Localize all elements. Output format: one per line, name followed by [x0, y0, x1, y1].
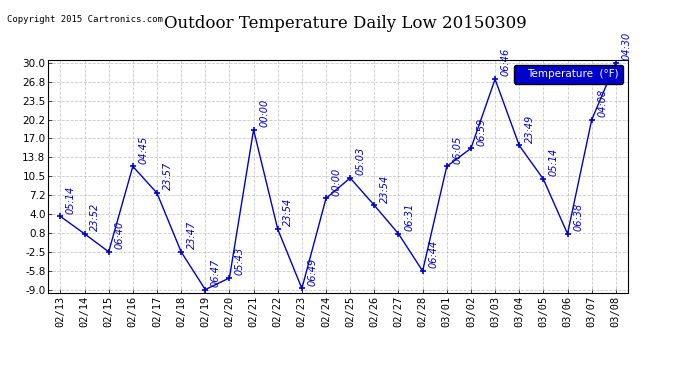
Text: 04:08: 04:08	[598, 89, 607, 117]
Text: 23:52: 23:52	[90, 203, 100, 231]
Text: 06:49: 06:49	[308, 257, 317, 286]
Text: 05:14: 05:14	[549, 148, 559, 176]
Text: 05:43: 05:43	[235, 247, 245, 275]
Text: 23:49: 23:49	[525, 114, 535, 142]
Text: 00:00: 00:00	[332, 167, 342, 195]
Text: 00:00: 00:00	[259, 99, 269, 127]
Text: 04:30: 04:30	[622, 32, 631, 60]
Text: 23:57: 23:57	[163, 162, 172, 190]
Text: 06:44: 06:44	[428, 240, 438, 268]
Text: 04:45: 04:45	[139, 135, 148, 164]
Text: 23:54: 23:54	[380, 174, 390, 202]
Text: 06:40: 06:40	[115, 221, 124, 249]
Text: 06:47: 06:47	[211, 259, 221, 287]
Text: 05:14: 05:14	[66, 185, 76, 214]
Text: 05:03: 05:03	[356, 147, 366, 175]
Text: 06:59: 06:59	[477, 117, 486, 146]
Text: 06:38: 06:38	[573, 203, 583, 231]
Text: 06:46: 06:46	[501, 48, 511, 76]
Text: 06:05: 06:05	[453, 135, 462, 164]
Text: Outdoor Temperature Daily Low 20150309: Outdoor Temperature Daily Low 20150309	[164, 15, 526, 32]
Text: 23:47: 23:47	[187, 221, 197, 249]
Text: 06:31: 06:31	[404, 203, 414, 231]
Legend: Temperature  (°F): Temperature (°F)	[515, 65, 622, 84]
Text: Copyright 2015 Cartronics.com: Copyright 2015 Cartronics.com	[7, 15, 163, 24]
Text: 23:54: 23:54	[284, 198, 293, 226]
